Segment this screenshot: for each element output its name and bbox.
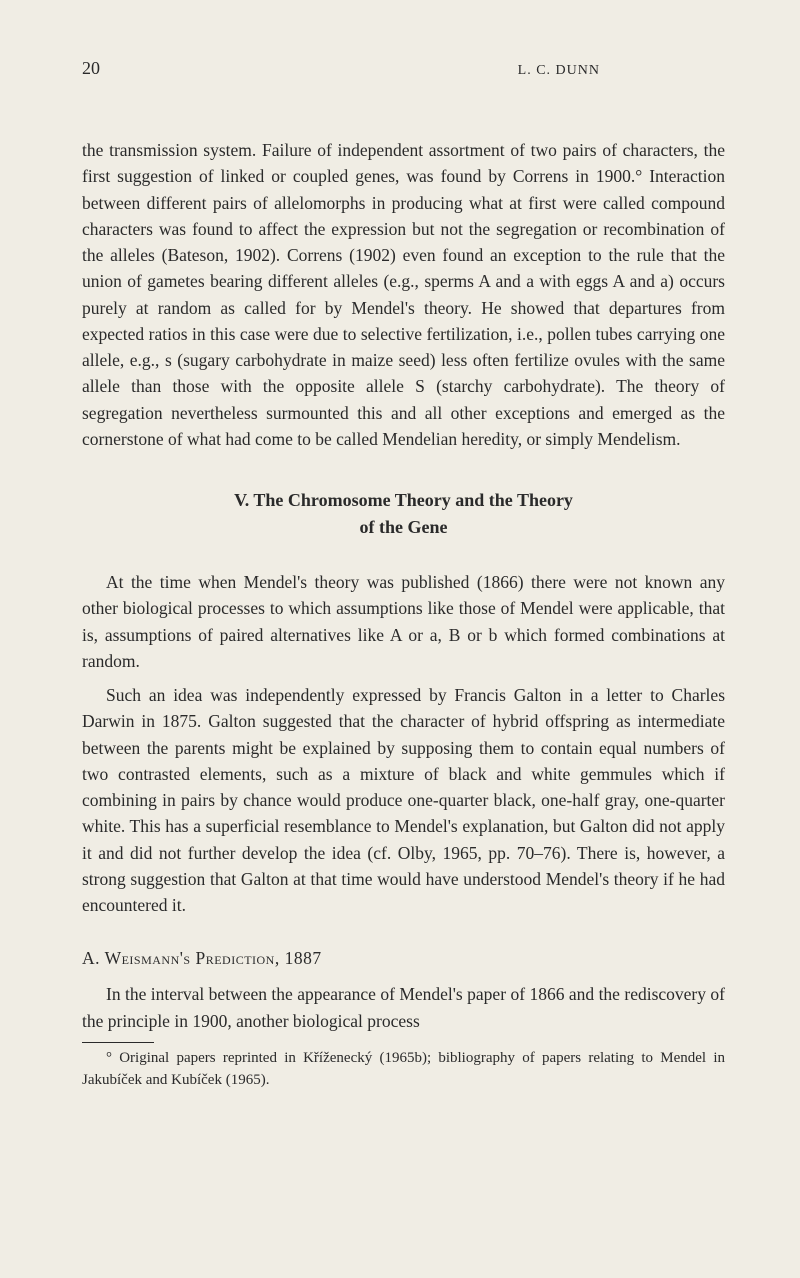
- footnote: ° Original papers reprinted in Kříženeck…: [82, 1048, 725, 1092]
- paragraph-4: In the interval between the appearance o…: [82, 981, 725, 1034]
- subsection-label: A. Weismann's Prediction, 1887: [82, 948, 322, 968]
- paragraph-4-text: In the interval between the appearance o…: [82, 981, 725, 1034]
- section-heading-line2: of the Gene: [82, 514, 725, 541]
- footnote-rule: [82, 1042, 154, 1043]
- paragraph-2-text: At the time when Mendel's theory was pub…: [82, 569, 725, 674]
- page-number: 20: [82, 58, 100, 79]
- author-header: L. C. DUNN: [518, 63, 600, 79]
- paragraph-3-text: Such an idea was independently expressed…: [82, 682, 725, 918]
- section-heading-line1: V. The Chromosome Theory and the Theory: [82, 487, 725, 514]
- page-header: 20 L. C. DUNN: [82, 58, 725, 79]
- paragraph-2: At the time when Mendel's theory was pub…: [82, 569, 725, 674]
- paragraph-3: Such an idea was independently expressed…: [82, 682, 725, 918]
- paragraph-1: the transmission system. Failure of inde…: [82, 137, 725, 452]
- subsection-heading: A. Weismann's Prediction, 1887: [82, 948, 725, 969]
- section-heading: V. The Chromosome Theory and the Theory …: [82, 487, 725, 541]
